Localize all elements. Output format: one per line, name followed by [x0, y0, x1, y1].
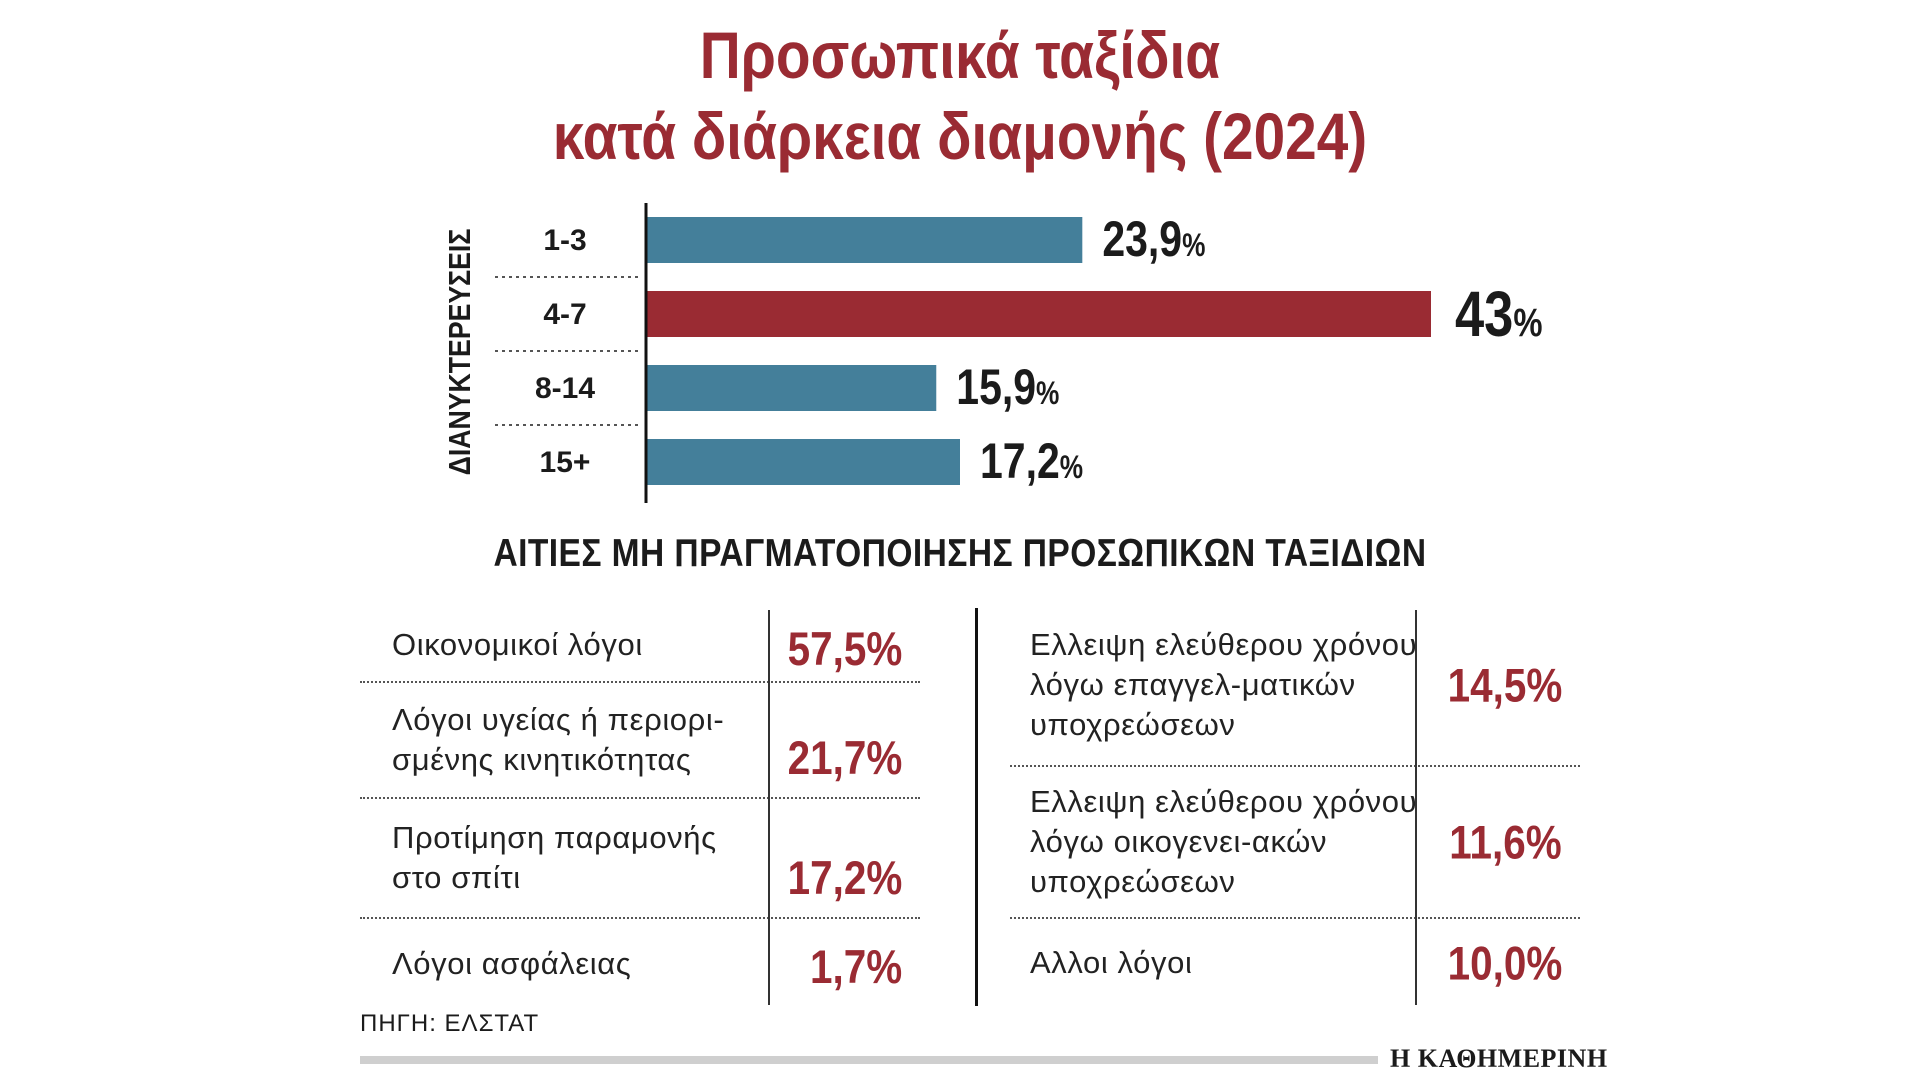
- category-label: 8-14: [535, 372, 595, 405]
- chart-title-line-2: κατά διάρκεια διαμονής (2024): [552, 99, 1368, 173]
- column-divider: [768, 610, 770, 1005]
- reason-label: Λόγοι ασφάλειας: [392, 946, 632, 981]
- reason-value: 14,5%: [1447, 658, 1562, 712]
- bar-chart: ΔΙΑΝΥΚΤΕΡΕΥΣΕΙΣ 1-3 23,9% 4-7 43% 8-14 15,9% 15…: [443, 203, 1543, 503]
- reason-row: Οικονομικοί λόγοι 57,5%: [360, 605, 920, 683]
- reason-label: Οικονομικοί λόγοι: [392, 627, 643, 662]
- reason-row: Λόγοι ασφάλειας 1,7%: [360, 919, 920, 1009]
- bar: [646, 291, 1431, 337]
- reason-row: Ελλειψη ελεύθερου χρόνου λόγω επαγγελ-μα…: [1010, 605, 1580, 767]
- reason-row: Λόγοι υγείας ή περιορι-σμένης κινητικότη…: [360, 683, 920, 799]
- category-label: 4-7: [543, 298, 586, 331]
- center-divider: [975, 608, 978, 1006]
- reason-label: Αλλοι λόγοι: [1030, 945, 1193, 980]
- bar: [646, 439, 960, 485]
- reason-value: 57,5%: [787, 622, 902, 675]
- data-label: 43%: [1455, 279, 1543, 350]
- source-note: ΠΗΓΗ: ΕΛΣΤΑΤ: [360, 1010, 540, 1037]
- chart-title-line-1: Προσωπικά ταξίδια: [699, 18, 1221, 92]
- reason-row: Προτίμηση παραμονής στο σπίτι 17,2%: [360, 799, 920, 919]
- y-axis-label: ΔΙΑΝΥΚΤΕΡΕΥΣΕΙΣ: [443, 229, 477, 476]
- reasons-left-column: Οικονομικοί λόγοι 57,5% Λόγοι υγείας ή π…: [360, 605, 920, 1009]
- data-label: 23,9%: [1102, 211, 1205, 267]
- category-label: 15+: [540, 446, 591, 479]
- reason-row: Ελλειψη ελεύθερου χρόνου λόγω οικογενει-…: [1010, 767, 1580, 919]
- publisher-logo: Η ΚΑΘΗΜΕΡΙΝΗ: [1390, 1044, 1608, 1073]
- reason-row: Αλλοι λόγοι 10,0%: [1010, 919, 1580, 1007]
- reason-value: 1,7%: [809, 940, 902, 993]
- reason-label: Προτίμηση παραμονής στο σπίτι: [392, 820, 717, 895]
- footer-rule: [360, 1056, 1378, 1064]
- reason-label: Ελλειψη ελεύθερου χρόνου λόγω επαγγελ-μα…: [1030, 627, 1418, 742]
- reason-label: Ελλειψη ελεύθερου χρόνου λόγω οικογενει-…: [1030, 784, 1418, 899]
- reason-value: 21,7%: [787, 731, 902, 784]
- reason-label: Λόγοι υγείας ή περιορι-σμένης κινητικότη…: [392, 702, 725, 777]
- reasons-right-column: Ελλειψη ελεύθερου χρόνου λόγω επαγγελ-μα…: [1010, 605, 1580, 1007]
- category-label: 1-3: [543, 224, 586, 257]
- bar: [646, 217, 1083, 263]
- reasons-heading: ΑΙΤΙΕΣ ΜΗ ΠΡΑΓΜΑΤΟΠΟΙΗΣΗΣ ΠΡΟΣΩΠΙΚΩΝ ΤΑΞ…: [493, 532, 1427, 575]
- reason-value: 10,0%: [1447, 936, 1562, 990]
- reason-value: 17,2%: [787, 851, 902, 904]
- data-label: 15,9%: [956, 359, 1059, 415]
- column-divider: [1415, 610, 1417, 1005]
- bar: [646, 365, 937, 411]
- data-label: 17,2%: [980, 433, 1083, 489]
- reason-value: 11,6%: [1449, 815, 1562, 869]
